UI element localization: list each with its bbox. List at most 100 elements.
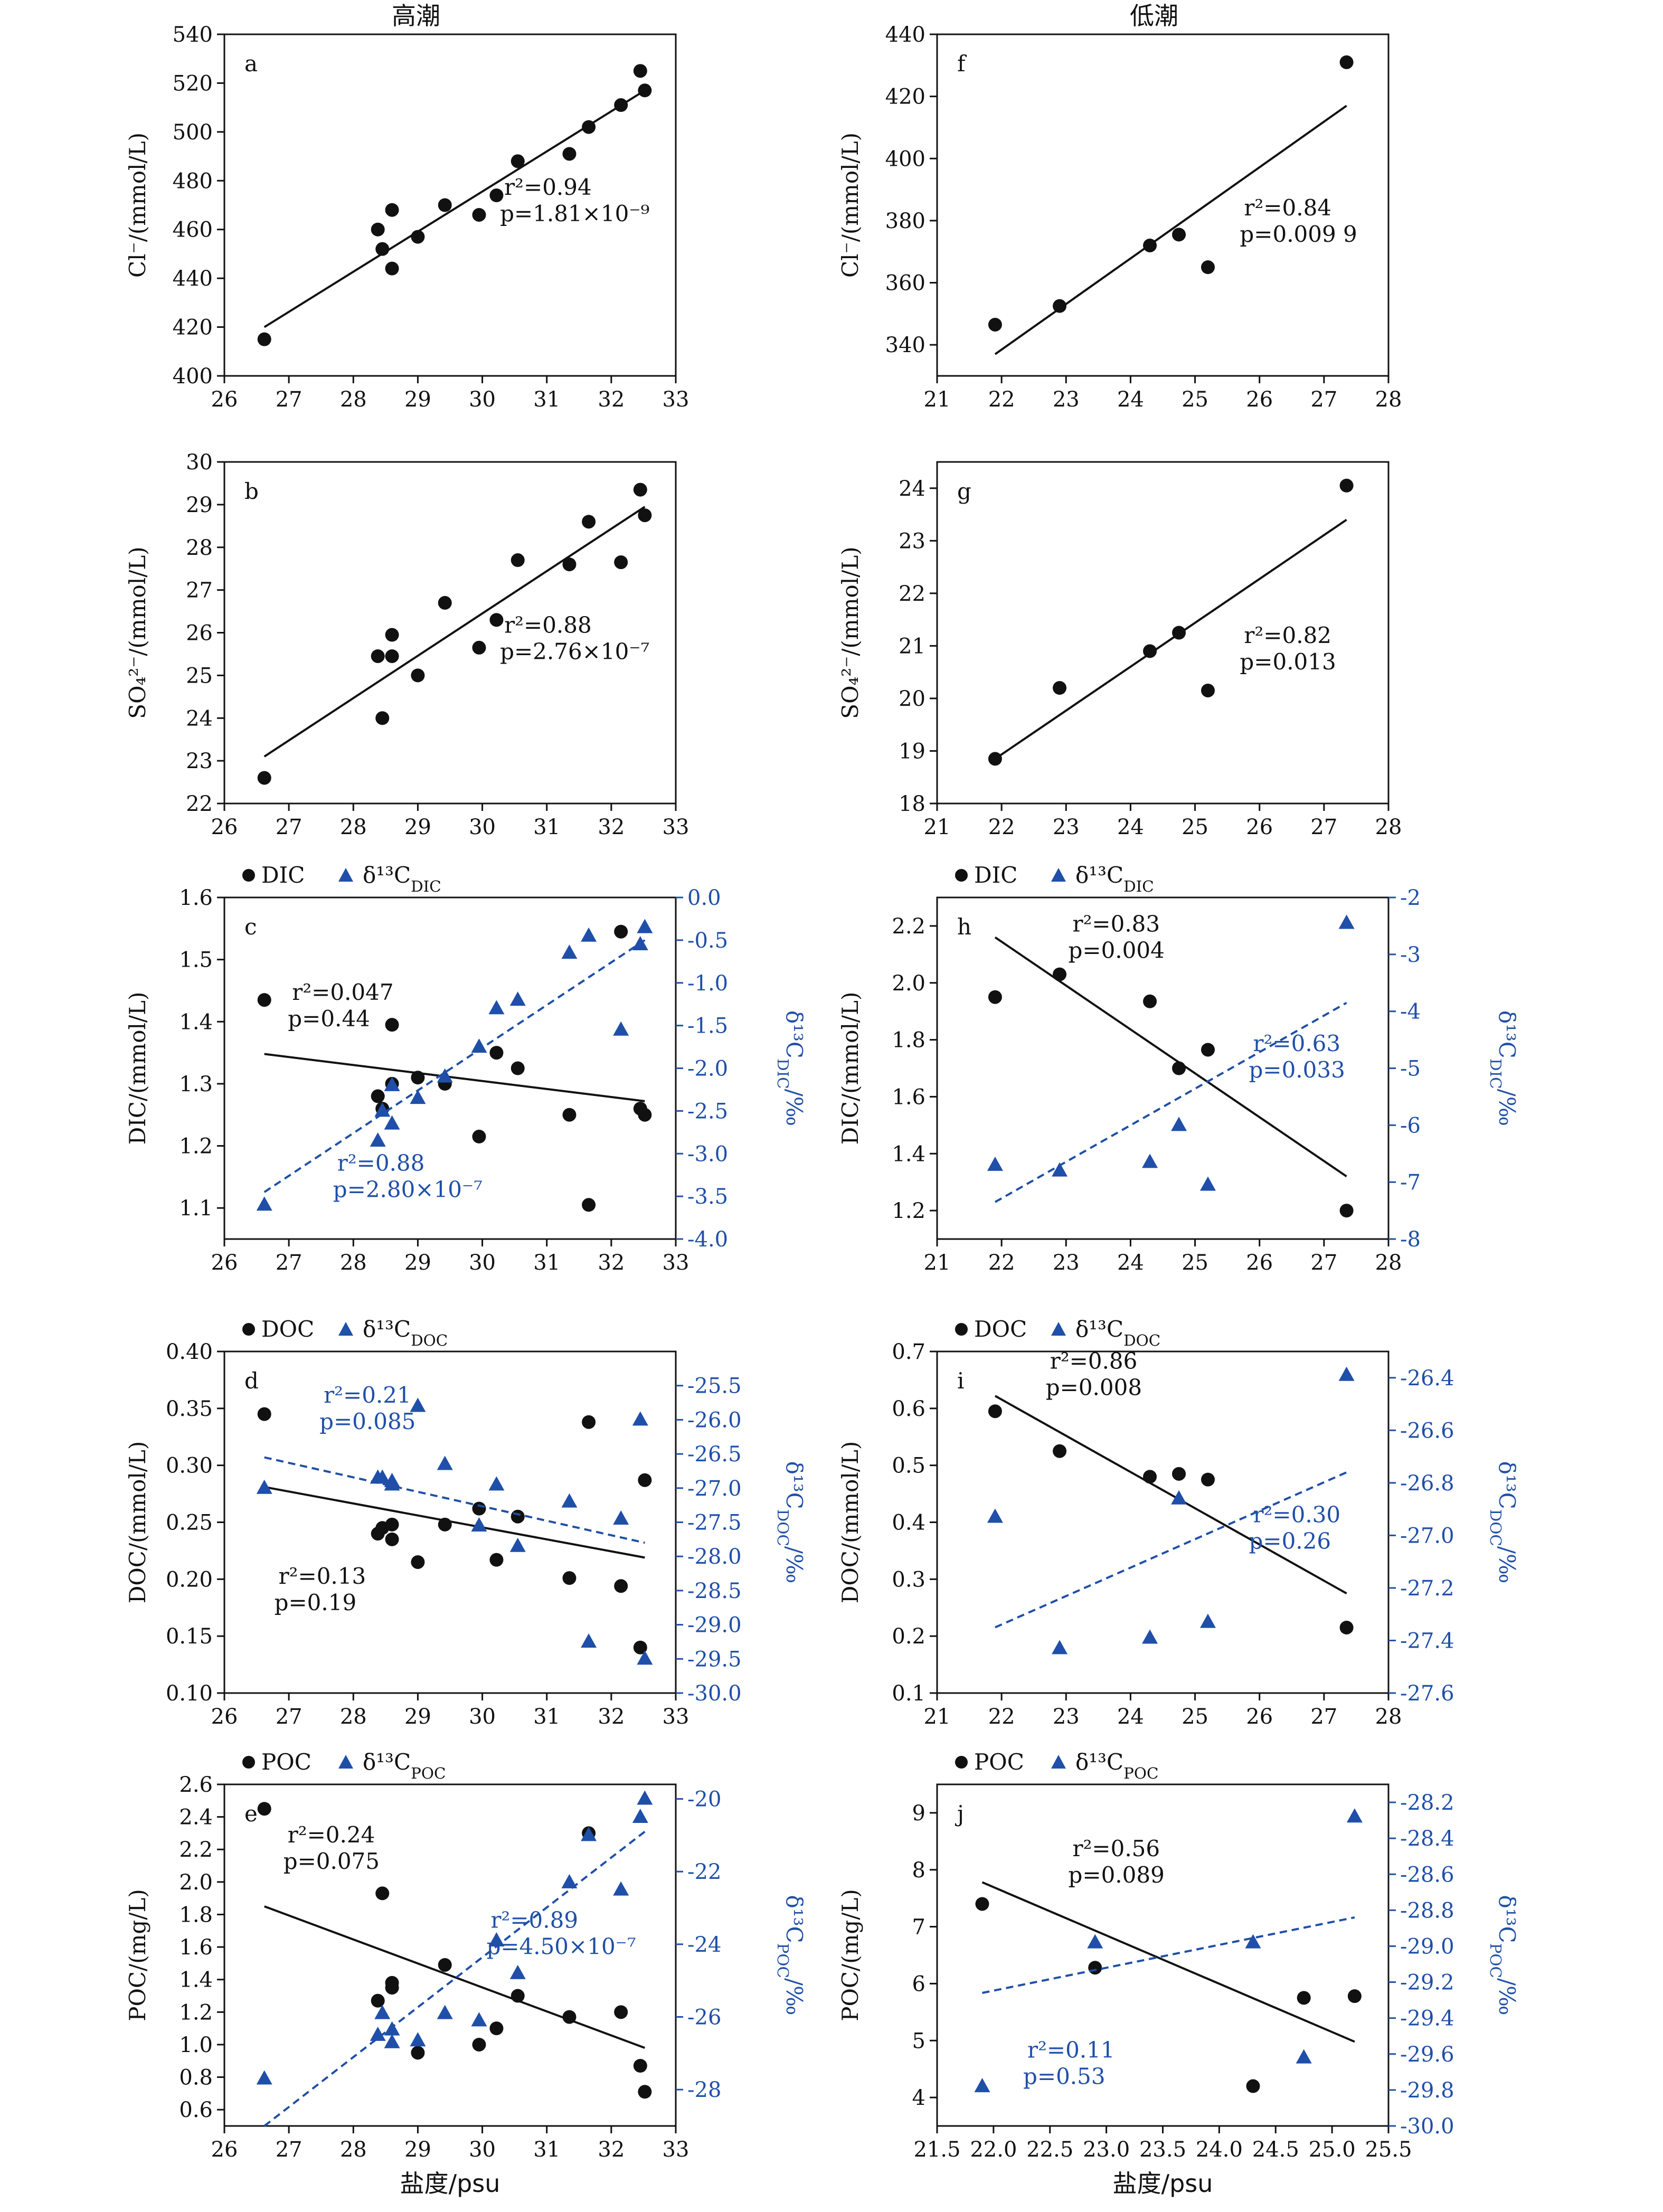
y-tick-label: 8 xyxy=(912,1858,925,1883)
y-right-tick-label: -27.0 xyxy=(1400,1524,1454,1548)
y-right-tick-label: -26.4 xyxy=(1400,1366,1454,1391)
chart-panel-g: 21 22 23 24 25 26 27 28 18 19 20 21 22 23 24 SO₄²⁻/(mmo… xyxy=(837,461,1402,839)
data-point xyxy=(633,1640,647,1655)
legend-marker-triangle xyxy=(1051,1755,1066,1769)
legend-label: POC xyxy=(974,1749,1024,1775)
y-tick-label: 22 xyxy=(899,582,925,606)
stat-r2: r²=0.047 xyxy=(292,979,393,1005)
data-point xyxy=(1347,1989,1362,2003)
data-point xyxy=(437,1455,453,1470)
y-tick-label: 1.4 xyxy=(179,1010,213,1034)
data-point xyxy=(371,1089,385,1103)
x-tick-label: 23.5 xyxy=(1139,2138,1186,2162)
stat-p: p=0.19 xyxy=(275,1590,357,1615)
data-point xyxy=(385,649,399,663)
y-tick-label: 0.2 xyxy=(892,1624,925,1649)
x-tick-label: 29 xyxy=(404,1705,431,1729)
y-right-tick-label: -29.2 xyxy=(1400,1971,1454,1995)
series-black: r²=0.24p=0.075 xyxy=(257,1802,652,2099)
data-point xyxy=(562,2010,577,2024)
data-point xyxy=(1172,626,1186,640)
data-point xyxy=(974,2078,990,2093)
x-tick-label: 28 xyxy=(340,1705,367,1729)
data-point xyxy=(638,508,652,523)
y-right-tick-label: -2 xyxy=(1400,886,1421,910)
y-right-tick-label: -29.0 xyxy=(687,1613,742,1638)
data-point xyxy=(988,990,1002,1004)
x-tick-label: 28 xyxy=(340,387,367,412)
data-point xyxy=(384,1076,400,1091)
data-point xyxy=(509,991,526,1006)
x-tick-label: 25 xyxy=(1182,1705,1208,1729)
y-tick-label: 440 xyxy=(885,23,925,47)
y-right-tick-label: -4 xyxy=(1400,1000,1421,1024)
data-point xyxy=(375,711,390,725)
data-point xyxy=(385,1532,399,1546)
plot-frame xyxy=(936,461,1390,805)
stat-r2: r²=0.88 xyxy=(337,1150,425,1176)
y-tick-label: 22 xyxy=(186,792,213,816)
regression-line xyxy=(994,1001,1347,1203)
stat-r2: r²=0.63 xyxy=(1253,1031,1341,1056)
data-point xyxy=(1052,1162,1068,1177)
data-point xyxy=(638,1108,652,1122)
data-point xyxy=(613,1881,629,1896)
panel-label: i xyxy=(957,1368,964,1394)
y-right-axis-label: δ¹³CPOC/‰ xyxy=(774,1895,807,2016)
legend: POC δ¹³CPOC xyxy=(955,1749,1158,1782)
stat-p: p=0.075 xyxy=(284,1848,380,1874)
data-point xyxy=(472,1501,486,1516)
regression-line xyxy=(264,1905,646,2049)
x-tick-label: 26 xyxy=(211,2138,238,2162)
data-point xyxy=(581,1633,597,1648)
x-tick-label: 33 xyxy=(663,815,689,839)
data-point xyxy=(257,1802,271,1816)
y-tick-label: 0.20 xyxy=(166,1567,213,1592)
y-right-tick-label: -26.8 xyxy=(1400,1471,1454,1496)
y-axis-label: DOC/(mmol/L) xyxy=(837,1441,863,1604)
data-point xyxy=(438,1958,452,1972)
y-tick-label: 1.8 xyxy=(179,1903,213,1927)
x-tick-label: 24.0 xyxy=(1196,2138,1243,2162)
data-point xyxy=(511,553,525,568)
data-point xyxy=(371,1993,385,2008)
data-point xyxy=(471,1038,487,1053)
y-right-tick-label: -28.6 xyxy=(1400,1863,1454,1887)
data-point xyxy=(371,649,385,663)
data-point xyxy=(489,1046,504,1060)
x-tick-label: 21 xyxy=(924,1705,951,1729)
y-right-axis-label: δ¹³CDIC/‰ xyxy=(774,1010,807,1126)
data-point xyxy=(256,2070,272,2085)
data-point xyxy=(384,2034,400,2048)
x-tick-label: 28 xyxy=(1375,387,1402,412)
x-tick-label: 27 xyxy=(276,815,303,839)
regression-line xyxy=(263,939,646,1193)
y-right-tick-label: -26 xyxy=(687,2006,721,2030)
y-tick-label: 0.7 xyxy=(892,1340,925,1364)
y-right-tick-label: -30.0 xyxy=(1400,2114,1454,2139)
data-point xyxy=(1201,683,1215,697)
data-point xyxy=(509,1964,526,1979)
y-right-tick-label: -28.5 xyxy=(687,1579,742,1603)
stat-p: p=0.44 xyxy=(288,1006,370,1032)
y-tick-label: 0.40 xyxy=(166,1340,213,1364)
data-point xyxy=(410,1397,426,1412)
data-point xyxy=(1088,1961,1102,1975)
x-tick-label: 22 xyxy=(988,1251,1015,1275)
data-point xyxy=(438,1517,452,1532)
data-point xyxy=(437,1068,453,1083)
y-right-tick-label: -5 xyxy=(1400,1057,1421,1081)
regression-line xyxy=(263,506,646,758)
x-tick-label: 33 xyxy=(663,2138,689,2162)
regression-line xyxy=(981,1881,1355,2043)
y-right-tick-label: -27.0 xyxy=(687,1477,742,1501)
y-tick-label: 0.6 xyxy=(892,1397,925,1421)
x-axis-label: 盐度/psu xyxy=(400,2169,500,2198)
x-tick-label: 24 xyxy=(1117,1705,1144,1729)
y-axis-label: DIC/(mmol/L) xyxy=(125,992,150,1145)
chart-panel-e: 26 27 28 29 30 31 32 33 0.6 0.8 1.0 1.2 1.4 1.6 1.8 2.0… xyxy=(125,1749,807,2162)
legend-label: δ¹³CDOC xyxy=(1075,1316,1160,1349)
y-tick-label: 1.2 xyxy=(892,1199,925,1223)
y-tick-label: 0.30 xyxy=(166,1454,213,1478)
regression-line xyxy=(994,105,1347,355)
